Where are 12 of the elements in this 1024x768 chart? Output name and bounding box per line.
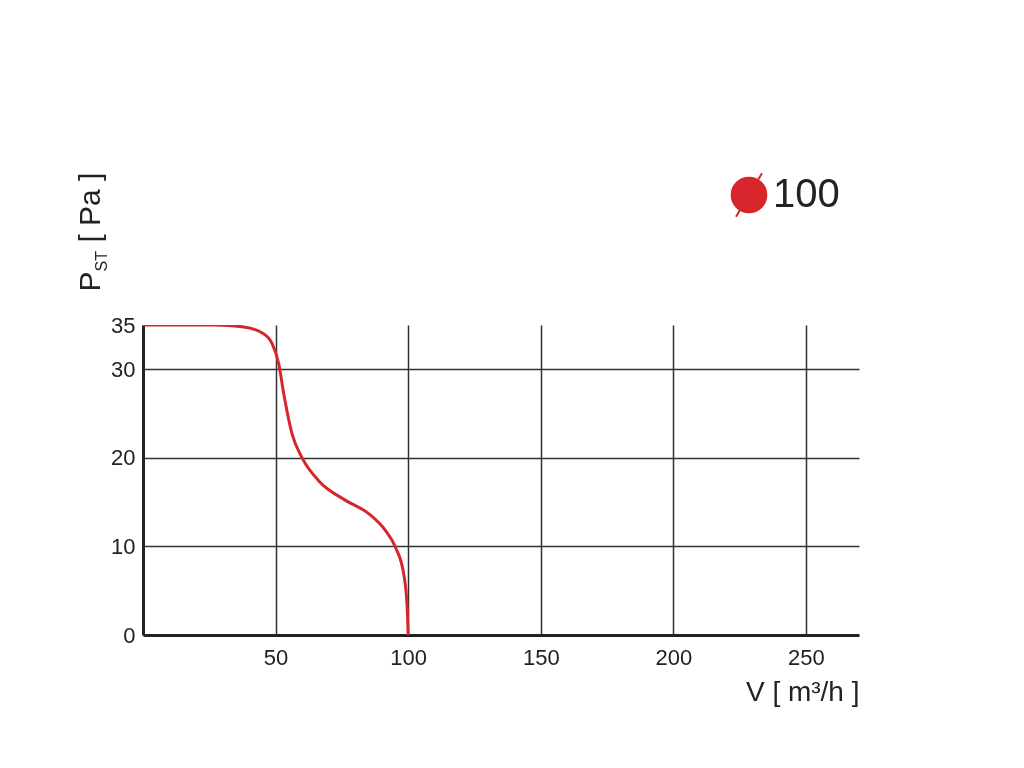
y-tick-label: 10 [111,533,136,559]
y-tick-label: 20 [111,445,136,471]
y-tick-label: 0 [123,622,136,648]
x-tick-label: 250 [788,644,825,670]
x-axis-title: V [ m³/h ] [745,675,860,707]
x-tick-label: 50 [263,644,289,670]
x-tick-label: 150 [522,644,560,670]
legend-label: 100 [773,171,840,215]
y-tick-label: 35 [111,312,136,338]
y-tick-label: 30 [111,356,136,382]
x-tick-label: 100 [390,644,428,670]
x-tick-label: 200 [655,644,693,670]
